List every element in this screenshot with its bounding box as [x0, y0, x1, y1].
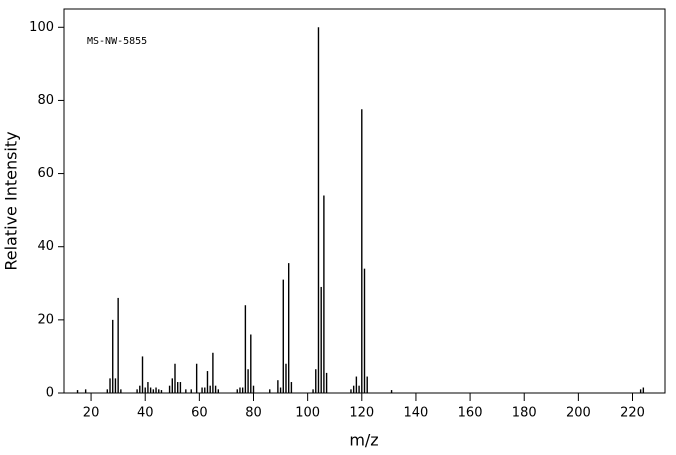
x-tick-label: 120	[349, 406, 374, 421]
x-tick-label: 200	[566, 406, 591, 421]
annotation: MS-NW-5855	[87, 36, 147, 47]
y-tick-label: 20	[37, 312, 54, 327]
x-axis-label: m/z	[349, 431, 378, 450]
y-tick-label: 80	[37, 93, 54, 108]
x-tick-label: 100	[295, 406, 320, 421]
x-tick-label: 40	[137, 406, 154, 421]
x-tick-label: 160	[458, 406, 483, 421]
y-tick-label: 40	[37, 239, 54, 254]
y-tick-label: 60	[37, 166, 54, 181]
x-tick-label: 20	[83, 406, 100, 421]
x-tick-label: 80	[245, 406, 262, 421]
y-tick-label: 0	[46, 386, 54, 401]
x-tick-label: 60	[191, 406, 208, 421]
y-tick-label: 100	[29, 20, 54, 35]
x-tick-label: 220	[620, 406, 645, 421]
x-tick-label: 140	[404, 406, 429, 421]
y-axis-label: Relative Intensity	[2, 131, 21, 270]
x-tick-label: 180	[512, 406, 537, 421]
